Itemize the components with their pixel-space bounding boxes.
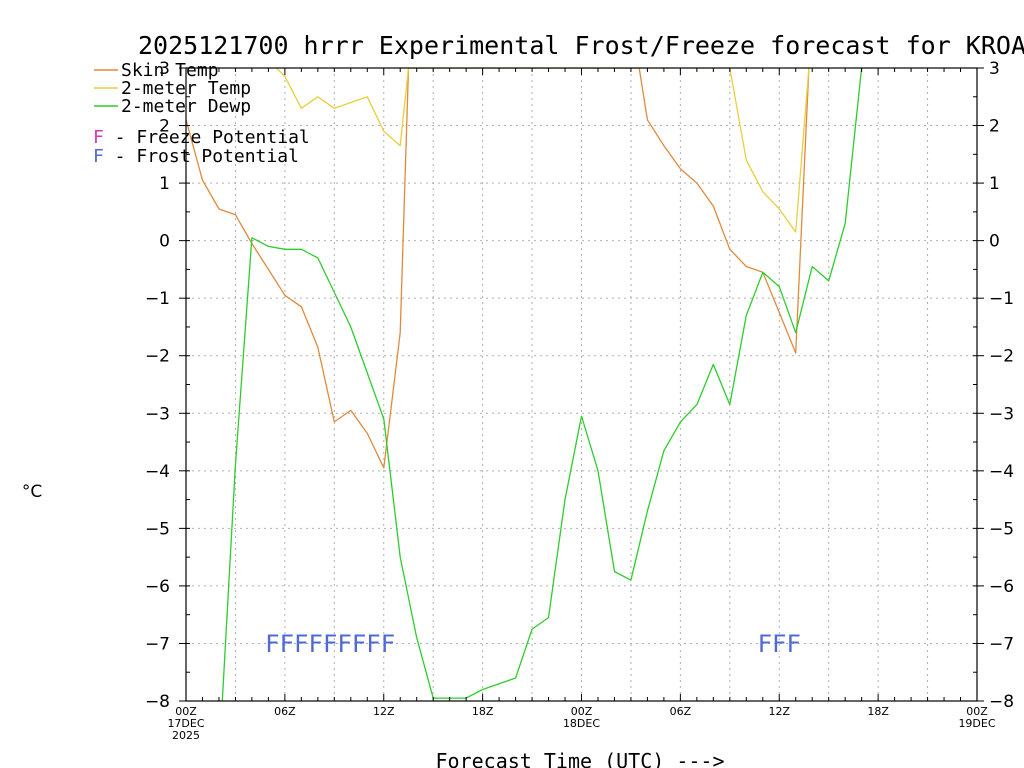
y-tick-label-left: 0 (159, 232, 170, 252)
y-tick-label-right: 3 (989, 59, 1000, 79)
x-tick-label: 2025 (172, 729, 200, 742)
y-tick-label-left: 1 (159, 174, 170, 194)
y-tick-label-right: −8 (989, 692, 1014, 712)
y-tick-label-right: −3 (989, 404, 1014, 424)
y-tick-label-left: −2 (145, 347, 170, 367)
plot-frame (186, 68, 977, 701)
legend-label: 2-meter Dewp (121, 96, 251, 117)
series-line-2-meter-temp (277, 68, 809, 232)
y-axis-right: 3 2 1 0 −1 −2 −3 −4 −5 −6 −7 −8 (973, 59, 1014, 712)
potential-legend-text: - Freeze Potential (104, 127, 310, 148)
potential-legend-symbol: F (93, 146, 104, 167)
x-tick-label: 18Z (472, 705, 494, 718)
potential-markers: FFFFFFFFF FFF (265, 630, 801, 658)
y-tick-label-right: 1 (989, 174, 1000, 194)
frost-marker: FFFFFFFFF (265, 630, 395, 658)
y-tick-label-left: −5 (145, 519, 170, 539)
potential-legend-text: - Frost Potential (104, 146, 299, 167)
x-tick-label: 12Z (768, 705, 790, 718)
y-tick-label-right: −2 (989, 347, 1014, 367)
y-tick-label-right: −1 (989, 289, 1014, 309)
y-tick-label-left: −1 (145, 289, 170, 309)
potential-legend-entry: F - Freeze Potential (93, 127, 310, 148)
frost-freeze-chart: 2025121700 hrrr Experimental Frost/Freez… (0, 0, 1024, 768)
x-tick-label: 19DEC (958, 717, 995, 730)
y-tick-label-left: −4 (145, 462, 170, 482)
x-tick-label: 06Z (274, 705, 296, 718)
potential-legend-symbol: F (93, 127, 104, 148)
y-tick-label-left: −3 (145, 404, 170, 424)
series-line-2-meter-dewp (222, 68, 861, 701)
y-tick-label-right: −4 (989, 462, 1014, 482)
x-tick-label: 12Z (373, 705, 395, 718)
y-tick-label-right: 2 (989, 117, 1000, 137)
x-tick-label: 06Z (670, 705, 692, 718)
y-tick-label-right: −6 (989, 577, 1014, 597)
y-axis-label: °C (22, 482, 42, 502)
y-tick-label-right: −5 (989, 519, 1014, 539)
x-tick-label: 18Z (867, 705, 889, 718)
y-tick-label-left: −7 (145, 634, 170, 654)
frost-marker: FFF (758, 630, 801, 658)
y-tick-label-left: −6 (145, 577, 170, 597)
x-axis-label: Forecast Time (UTC) ---> (436, 749, 725, 768)
y-tick-label-right: −7 (989, 634, 1014, 654)
x-tick-label: 18DEC (563, 717, 600, 730)
y-tick-label-right: 0 (989, 232, 1000, 252)
chart-title: 2025121700 hrrr Experimental Frost/Freez… (138, 31, 1024, 60)
y-tick-label-left: −8 (145, 692, 170, 712)
grid-lines (186, 68, 977, 701)
potential-legend-entry: F - Frost Potential (93, 146, 299, 167)
